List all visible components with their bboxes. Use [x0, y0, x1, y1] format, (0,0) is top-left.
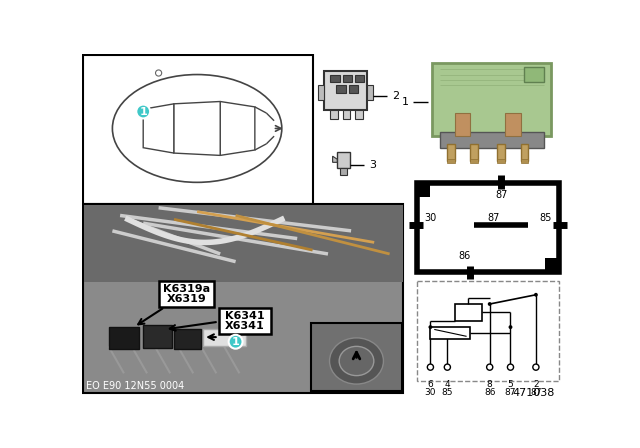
Bar	[174, 329, 201, 349]
Bar	[470, 159, 478, 163]
Text: 2: 2	[392, 91, 399, 101]
Bar	[497, 159, 505, 163]
Ellipse shape	[339, 346, 374, 375]
Bar	[330, 74, 340, 82]
Bar	[337, 85, 346, 93]
Polygon shape	[143, 104, 174, 153]
Text: 8: 8	[487, 380, 493, 389]
Circle shape	[486, 364, 493, 370]
Bar	[432, 63, 551, 136]
Text: X6319: X6319	[166, 294, 206, 304]
Bar	[431, 327, 470, 339]
Text: 1: 1	[402, 96, 409, 107]
Circle shape	[429, 325, 433, 329]
Bar	[497, 144, 505, 161]
Bar	[342, 74, 352, 82]
Bar	[330, 110, 338, 119]
Text: K6341: K6341	[225, 310, 265, 321]
Bar	[447, 144, 455, 161]
Circle shape	[428, 364, 433, 370]
Polygon shape	[333, 156, 337, 162]
Text: 1: 1	[232, 337, 239, 347]
Circle shape	[533, 364, 539, 370]
Bar	[367, 85, 372, 100]
Bar	[417, 281, 559, 381]
Text: 471038: 471038	[513, 388, 555, 397]
Ellipse shape	[113, 74, 282, 182]
Bar	[318, 85, 324, 100]
Circle shape	[444, 364, 451, 370]
Circle shape	[488, 302, 492, 306]
Text: 86: 86	[458, 251, 470, 261]
Circle shape	[509, 325, 513, 329]
Polygon shape	[174, 102, 220, 155]
Bar	[447, 159, 455, 163]
Bar	[84, 205, 403, 282]
Text: 87: 87	[530, 388, 541, 397]
Text: 2: 2	[533, 380, 539, 389]
Text: 87: 87	[488, 213, 500, 223]
Bar	[204, 329, 246, 346]
Bar	[342, 110, 350, 119]
Bar	[159, 281, 214, 307]
Bar	[455, 113, 470, 136]
Text: 86: 86	[484, 388, 495, 397]
Bar	[355, 74, 364, 82]
Bar	[440, 132, 543, 148]
Bar	[505, 113, 520, 136]
Text: K6319a: K6319a	[163, 284, 210, 293]
Polygon shape	[220, 102, 255, 155]
Bar	[355, 110, 363, 119]
Ellipse shape	[330, 338, 383, 384]
Bar	[219, 308, 271, 334]
Text: 3: 3	[369, 160, 376, 170]
Text: 87: 87	[495, 190, 508, 200]
Text: 87: 87	[505, 388, 516, 397]
Circle shape	[508, 364, 513, 370]
Circle shape	[136, 104, 150, 118]
Text: 6: 6	[428, 380, 433, 389]
Bar	[109, 327, 140, 349]
Bar	[545, 258, 559, 271]
Bar	[83, 204, 403, 392]
Text: 85: 85	[442, 388, 453, 397]
Text: EO E90 12N55 0004: EO E90 12N55 0004	[86, 381, 184, 392]
Bar	[417, 183, 559, 271]
Bar	[337, 151, 349, 168]
Bar	[470, 144, 478, 161]
Text: 30: 30	[425, 388, 436, 397]
Bar	[143, 325, 172, 348]
Text: 1: 1	[140, 107, 147, 116]
Circle shape	[534, 293, 538, 297]
Text: 30: 30	[424, 213, 436, 223]
Bar	[324, 72, 367, 110]
Bar	[520, 159, 528, 163]
Text: 85: 85	[539, 213, 551, 223]
Bar	[520, 144, 528, 161]
Bar	[340, 168, 348, 175]
Bar	[524, 67, 543, 82]
Bar	[311, 323, 402, 391]
Bar	[417, 183, 431, 197]
Bar	[83, 55, 312, 204]
Text: 5: 5	[508, 380, 513, 389]
Bar	[349, 85, 358, 93]
Circle shape	[228, 335, 243, 349]
Bar	[455, 304, 482, 321]
Text: X6341: X6341	[225, 321, 265, 332]
Text: 4: 4	[445, 380, 450, 389]
